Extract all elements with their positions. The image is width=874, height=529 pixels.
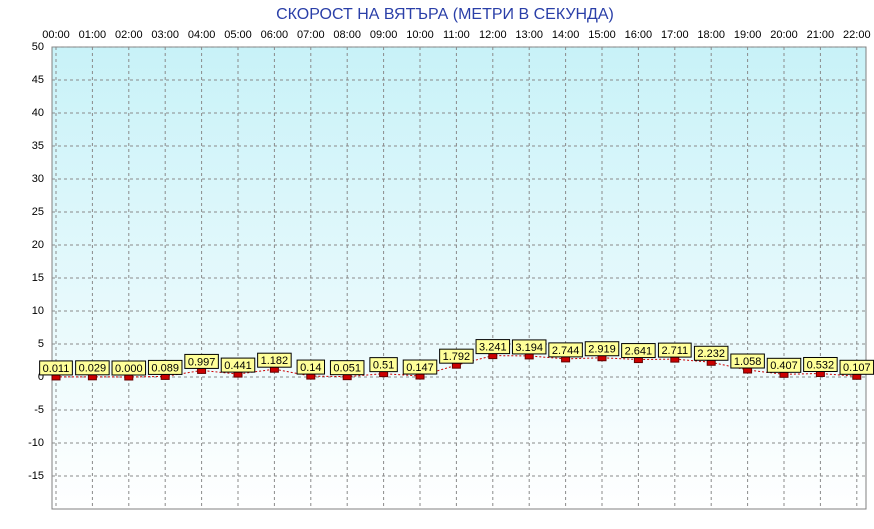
data-label-box (693, 345, 729, 361)
y-tick-label: 25 (32, 206, 44, 218)
x-tick-label: 22:00 (843, 29, 871, 41)
data-label-box (766, 357, 802, 373)
data-label-box (75, 360, 110, 376)
x-tick-label: 04:00 (188, 29, 216, 41)
data-label-box (111, 360, 147, 376)
x-tick-label: 21:00 (807, 29, 835, 41)
data-label-box (511, 339, 547, 355)
data-label: 3.194 (515, 342, 543, 354)
data-label: 2.711 (661, 345, 688, 357)
x-tick-label: 03:00 (151, 29, 179, 41)
data-label-box (257, 352, 292, 368)
data-label: 0.051 (333, 363, 361, 375)
x-tick-label: 20:00 (770, 29, 798, 41)
y-tick-label: -15 (28, 470, 44, 482)
data-label-box (329, 360, 365, 376)
data-label: 2.744 (552, 345, 580, 357)
x-tick-label: 00:00 (42, 29, 70, 41)
data-label: 0.107 (843, 362, 871, 374)
y-tick-label: 10 (32, 305, 44, 317)
x-tick-label: 13:00 (515, 29, 543, 41)
x-tick-label: 08:00 (333, 29, 361, 41)
x-tick-label: 06:00 (261, 29, 289, 41)
data-label-box (220, 357, 256, 373)
data-label-box (39, 360, 73, 376)
data-label: 0.011 (43, 363, 70, 375)
data-label: 0.51 (373, 360, 394, 372)
data-label: 1.058 (734, 356, 762, 368)
y-tick-label: 45 (32, 74, 44, 86)
x-tick-label: 09:00 (370, 29, 398, 41)
y-tick-label: 0 (38, 371, 44, 383)
y-tick-label: -10 (28, 437, 44, 449)
data-label-box (147, 359, 183, 375)
y-tick-label: 20 (32, 239, 44, 251)
data-label: 1.182 (261, 355, 289, 367)
data-label: 0.147 (406, 362, 434, 374)
data-label: 3.241 (479, 342, 507, 354)
data-label: 0.532 (807, 359, 835, 371)
x-tick-label: 10:00 (406, 29, 434, 41)
data-label-box (296, 359, 326, 375)
y-tick-label: -5 (34, 404, 44, 416)
y-tick-label: 5 (38, 338, 44, 350)
data-label: 2.919 (588, 344, 616, 356)
data-label-box (402, 359, 438, 375)
chart-title: СКОРОСТ НА ВЯТЪРА (МЕТРИ В СЕКУНДА) (276, 6, 614, 23)
y-tick-label: 40 (32, 107, 44, 119)
data-label: 0.997 (188, 356, 216, 368)
data-label-box (730, 353, 765, 369)
data-label: 0.407 (770, 360, 798, 372)
data-label-box (584, 341, 620, 357)
data-label: 0.441 (224, 360, 252, 372)
x-tick-label: 16:00 (625, 29, 653, 41)
data-label: 1.792 (443, 351, 471, 363)
series-line (55, 355, 857, 378)
data-label: 0.029 (79, 363, 107, 375)
x-tick-label: 05:00 (224, 29, 252, 41)
data-label: 0.000 (115, 363, 143, 375)
data-label-box (657, 342, 692, 358)
data-label: 2.232 (697, 348, 725, 360)
x-tick-label: 12:00 (479, 29, 507, 41)
data-label-box (184, 353, 219, 369)
data-label-box (439, 348, 474, 364)
x-tick-label: 19:00 (734, 29, 762, 41)
x-tick-label: 14:00 (552, 29, 580, 41)
x-tick-label: 15:00 (588, 29, 616, 41)
data-label: 2.641 (625, 345, 653, 357)
data-label-box (548, 342, 583, 358)
data-label-box (621, 343, 656, 359)
data-label-box (369, 357, 398, 373)
x-tick-label: 02:00 (115, 29, 143, 41)
data-label: 0.089 (151, 362, 179, 374)
y-tick-label: 50 (32, 41, 44, 53)
x-tick-label: 17:00 (661, 29, 689, 41)
y-tick-label: 35 (32, 140, 44, 152)
x-tick-label: 18:00 (697, 29, 725, 41)
x-tick-label: 11:00 (443, 29, 470, 41)
y-tick-label: 15 (32, 272, 44, 284)
data-label: 0.14 (300, 362, 321, 374)
y-tick-label: 30 (32, 173, 44, 185)
x-tick-label: 07:00 (297, 29, 325, 41)
data-label-box (475, 339, 511, 355)
data-label-box (803, 356, 838, 372)
x-tick-label: 01:00 (79, 29, 107, 41)
